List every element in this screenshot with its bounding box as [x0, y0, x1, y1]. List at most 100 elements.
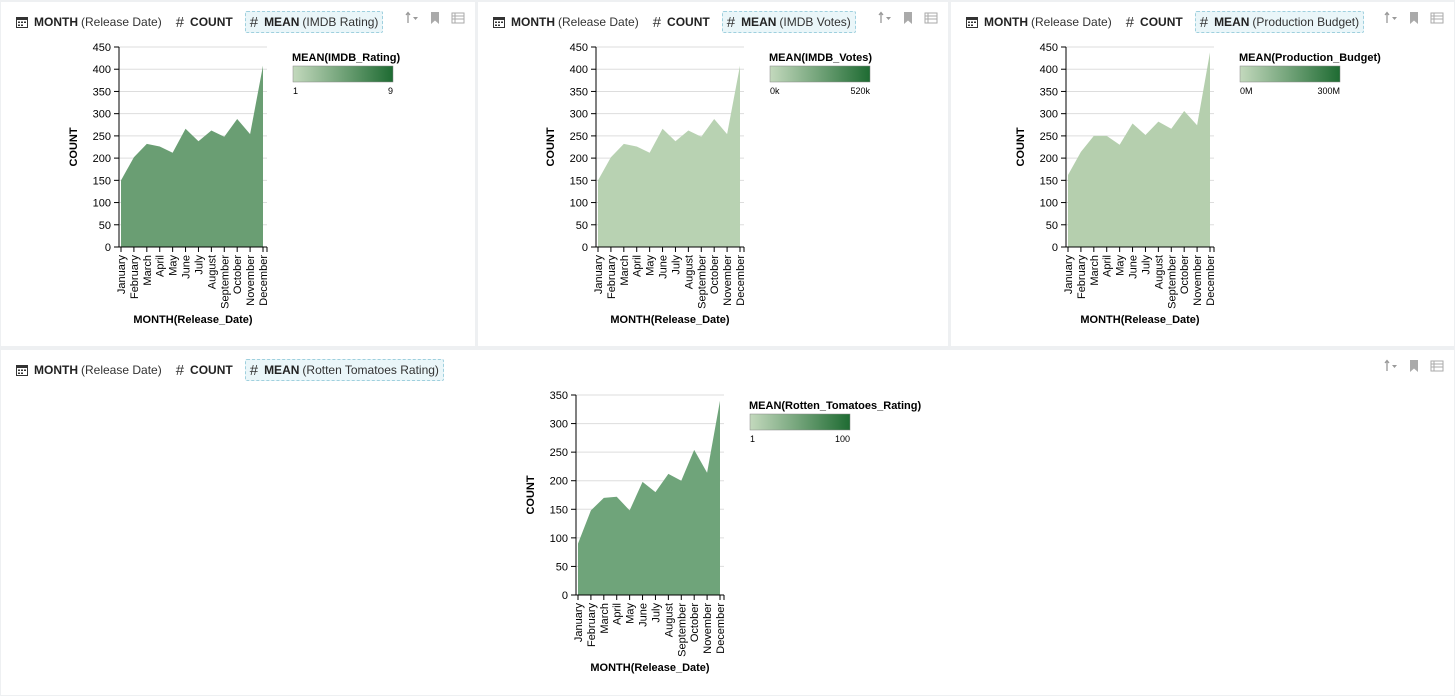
time-field-label: (Release Date) [81, 363, 162, 377]
chart-card-production-budget: MONTH (Release Date) # COUNT # MEAN (Pro… [951, 2, 1454, 346]
mean-fn-label: MEAN [264, 363, 300, 377]
chart-card-imdb-votes: MONTH (Release Date) # COUNT # MEAN (IMD… [478, 2, 948, 346]
y-tick-label: 350 [570, 86, 588, 98]
calendar-icon [966, 17, 978, 28]
x-tick-label: July [650, 603, 662, 623]
sort-icon[interactable] [1384, 11, 1398, 25]
legend-max-label: 300M [1317, 86, 1340, 96]
y-tick-label: 200 [550, 476, 568, 488]
list-detail-icon[interactable] [451, 11, 465, 25]
y-tick-label: 100 [93, 198, 111, 210]
x-tick-label: March [142, 255, 154, 286]
area-series [578, 400, 720, 595]
x-axis-title: MONTH(Release_Date) [133, 314, 253, 326]
y-tick-label: 0 [562, 590, 568, 602]
y-tick-label: 400 [570, 64, 588, 76]
color-field-label: (IMDB Rating) [302, 15, 379, 29]
y-tick-label: 450 [1040, 42, 1058, 54]
time-encoding-pill[interactable]: MONTH (Release Date) [11, 359, 167, 381]
y-tick-label: 400 [93, 64, 111, 76]
color-encoding-pill[interactable]: # MEAN (Production Budget) [1194, 11, 1365, 33]
legend-min-label: 1 [750, 434, 755, 444]
x-tick-label: July [1140, 255, 1152, 275]
x-tick-label: May [625, 603, 637, 624]
x-tick-label: July [670, 255, 682, 275]
time-fn-label: MONTH [984, 15, 1028, 29]
color-field-label: (IMDB Votes) [779, 15, 851, 29]
x-tick-label: October [689, 603, 701, 642]
x-tick-label: June [658, 255, 670, 279]
x-tick-label: September [219, 255, 231, 309]
x-tick-label: April [612, 603, 624, 625]
x-tick-label: November [702, 603, 714, 654]
y-tick-label: 250 [570, 131, 588, 143]
x-tick-label: May [645, 255, 657, 276]
hash-icon: # [175, 361, 185, 379]
x-tick-label: August [1153, 255, 1165, 289]
legend-min-label: 0k [770, 86, 780, 96]
time-fn-label: MONTH [34, 363, 78, 377]
count-encoding-pill[interactable]: # COUNT [171, 11, 241, 33]
y-tick-label: 100 [550, 533, 568, 545]
legend-max-label: 9 [388, 86, 393, 96]
x-tick-label: August [683, 255, 695, 289]
bookmark-icon[interactable] [428, 11, 442, 25]
color-encoding-pill[interactable]: # MEAN (Rotten Tomatoes Rating) [244, 359, 444, 381]
count-fn-label: COUNT [667, 15, 710, 29]
area-series [1068, 52, 1210, 248]
legend-title: MEAN(Production_Budget) [1239, 52, 1381, 64]
bookmark-icon[interactable] [1407, 11, 1421, 25]
count-fn-label: COUNT [190, 15, 233, 29]
list-detail-icon[interactable] [1430, 359, 1444, 373]
area-chart: 0 50 100 150 200 250 300 350 400 450 January Februa… [1015, 42, 1381, 326]
legend-min-label: 1 [293, 86, 298, 96]
count-encoding-pill[interactable]: # COUNT [648, 11, 718, 33]
x-tick-label: February [606, 255, 618, 300]
y-tick-label: 250 [93, 131, 111, 143]
card-header: MONTH (Release Date) # COUNT # MEAN (IMD… [11, 11, 387, 33]
area-series [598, 65, 740, 247]
color-field-label: (Production Budget) [1252, 15, 1360, 29]
y-tick-label: 150 [93, 175, 111, 187]
sort-icon[interactable] [1384, 359, 1398, 373]
count-encoding-pill[interactable]: # COUNT [1121, 11, 1191, 33]
card-header: MONTH (Release Date) # COUNT # MEAN (IMD… [488, 11, 860, 33]
y-tick-label: 300 [1040, 109, 1058, 121]
time-fn-label: MONTH [511, 15, 555, 29]
x-tick-label: December [735, 255, 747, 306]
color-encoding-pill[interactable]: # MEAN (IMDB Votes) [721, 11, 856, 33]
x-tick-label: October [709, 255, 721, 294]
y-tick-label: 0 [582, 242, 588, 254]
sort-icon[interactable] [405, 11, 419, 25]
list-detail-icon[interactable] [924, 11, 938, 25]
y-tick-label: 450 [93, 42, 111, 54]
x-tick-label: September [1166, 255, 1178, 309]
legend-max-label: 520k [850, 86, 870, 96]
x-axis-title: MONTH(Release_Date) [610, 314, 730, 326]
legend-title: MEAN(IMDB_Votes) [769, 52, 872, 64]
count-encoding-pill[interactable]: # COUNT [171, 359, 241, 381]
x-tick-label: January [593, 255, 605, 295]
calendar-icon [493, 17, 505, 28]
list-detail-icon[interactable] [1430, 11, 1444, 25]
bookmark-icon[interactable] [901, 11, 915, 25]
y-axis-title: COUNT [545, 127, 557, 166]
bookmark-icon[interactable] [1407, 359, 1421, 373]
time-encoding-pill[interactable]: MONTH (Release Date) [11, 11, 167, 33]
legend-color-ramp [749, 413, 851, 431]
time-encoding-pill[interactable]: MONTH (Release Date) [488, 11, 644, 33]
y-tick-label: 150 [570, 175, 588, 187]
y-tick-label: 100 [570, 198, 588, 210]
y-tick-label: 100 [1040, 198, 1058, 210]
x-tick-label: April [1102, 255, 1114, 277]
color-encoding-pill[interactable]: # MEAN (IMDB Rating) [244, 11, 384, 33]
hash-icon: # [1125, 13, 1135, 31]
area-series [121, 65, 263, 247]
sort-icon[interactable] [878, 11, 892, 25]
x-tick-label: December [258, 255, 270, 306]
count-fn-label: COUNT [1140, 15, 1183, 29]
x-tick-label: August [206, 255, 218, 289]
y-tick-label: 250 [1040, 131, 1058, 143]
time-encoding-pill[interactable]: MONTH (Release Date) [961, 11, 1117, 33]
x-tick-label: October [232, 255, 244, 294]
